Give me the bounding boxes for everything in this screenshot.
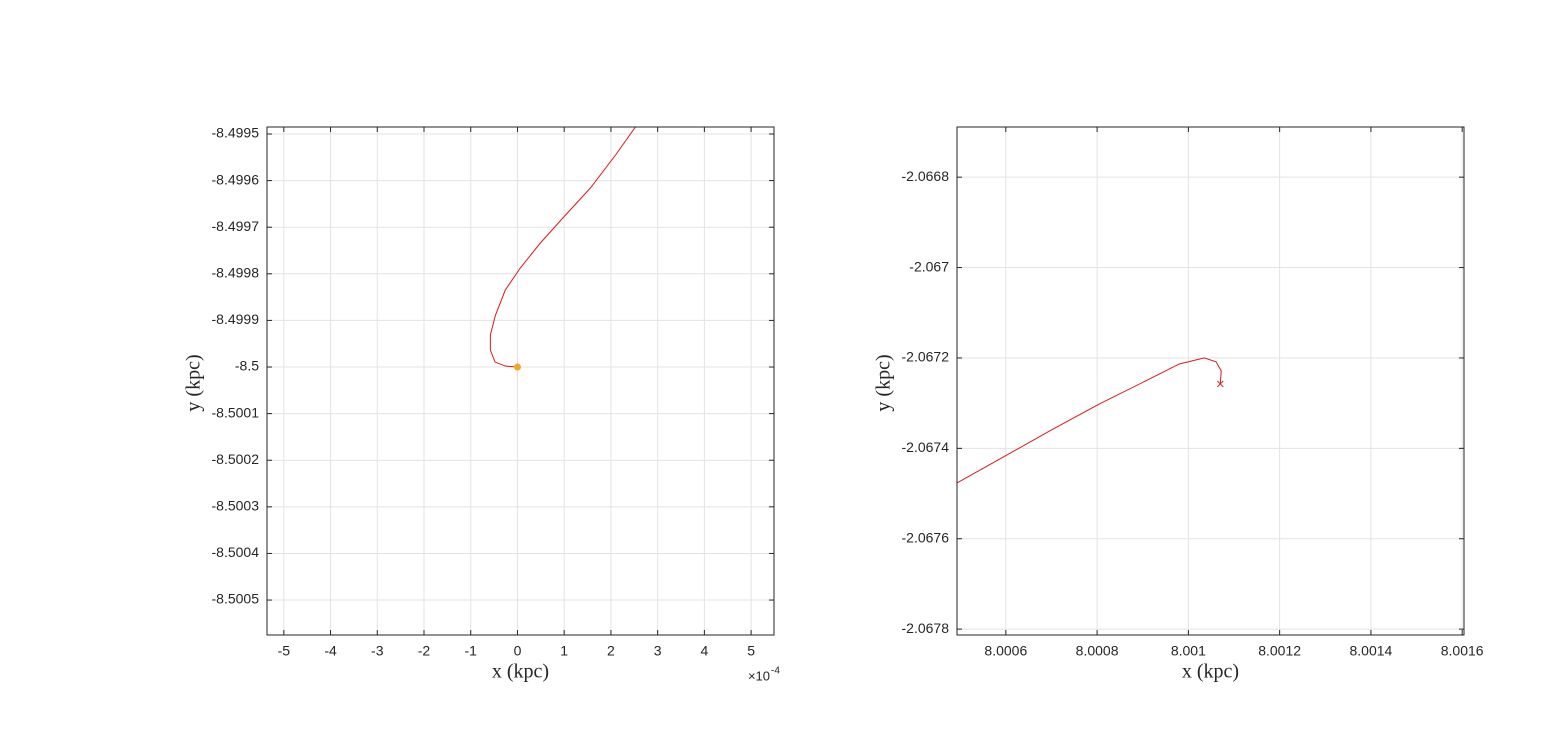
x-tick-label: -1 (465, 643, 478, 659)
x-tick-label: 8.0016 (1441, 643, 1484, 659)
y-tick-label: -8.5003 (212, 498, 260, 514)
x-tick-label: 5 (747, 643, 755, 659)
y-tick-label: -8.5001 (212, 404, 260, 420)
y-tick-label: -8.4999 (212, 311, 260, 327)
x-axis-label: x (kpc) (1182, 661, 1239, 683)
y-tick-label: -8.5 (235, 358, 259, 374)
y-tick-label: -2.0674 (902, 439, 950, 455)
x-tick-label: 8.0012 (1258, 643, 1301, 659)
trajectory-line (957, 357, 1222, 484)
y-tick-label: -8.4995 (212, 125, 260, 141)
y-tick-label: -8.5004 (212, 544, 260, 560)
y-tick-label: -8.4996 (212, 171, 260, 187)
plot-area (267, 127, 774, 635)
x-tick-label: 8.0014 (1349, 643, 1392, 659)
axes-box (956, 126, 1465, 636)
x-exponent: -4 (771, 666, 780, 677)
x-tick-label: -4 (324, 643, 337, 659)
marker (1216, 380, 1224, 388)
x-tick-label: 4 (700, 643, 708, 659)
x-tick-label: -3 (371, 643, 384, 659)
y-tick-label: -2.067 (909, 258, 949, 274)
x-axis-label: x (kpc) (492, 661, 549, 683)
y-tick-label: -2.0668 (902, 168, 950, 184)
plot (489, 127, 637, 371)
axes: -5 -4 -3 -2 -1 0 1 2 3 4 5 -8.4995 -8.4996 -8.4997 -8.… (183, 125, 781, 684)
y-tick-label: -2.0678 (902, 620, 950, 636)
y-tick-label: -8.4998 (212, 265, 260, 281)
x-tick-label: 2 (607, 643, 615, 659)
y-axis-label: y (kpc) (873, 354, 895, 411)
x-tick-label: 8.001 (1171, 643, 1206, 659)
y-tick-label: -8.5005 (212, 591, 260, 607)
y-tick-label: -8.5002 (212, 451, 260, 467)
plot (957, 357, 1224, 484)
x-tick-label: 0 (514, 643, 522, 659)
trajectory-line (489, 127, 637, 368)
plot-area (957, 127, 1464, 635)
marker (513, 363, 521, 371)
x-tick-label: -5 (278, 643, 291, 659)
x-tick-label: 8.0008 (1076, 643, 1119, 659)
y-tick-label: -2.0672 (902, 349, 950, 365)
x-tick-label: 1 (560, 643, 568, 659)
x-tick-label: -2 (418, 643, 431, 659)
y-tick-label: -2.0676 (902, 529, 950, 545)
x-tick-label: 3 (654, 643, 662, 659)
axes: 8.0006 8.0008 8.001 8.0012 8.0014 8.0016 -2.06… (873, 126, 1484, 683)
axes-box (266, 126, 775, 636)
y-tick-label: -8.4997 (212, 218, 260, 234)
x-exponent-base: ×10 (748, 668, 770, 683)
x-tick-label: 8.0006 (984, 643, 1027, 659)
y-axis-label: y (kpc) (183, 354, 205, 411)
